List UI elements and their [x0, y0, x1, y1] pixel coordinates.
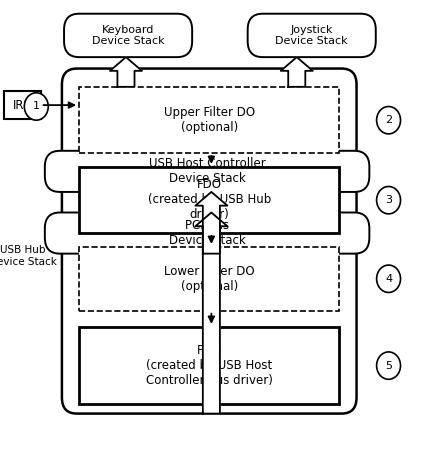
Ellipse shape: [376, 265, 400, 292]
Text: 2: 2: [384, 115, 391, 125]
Text: Lower Filter DO
(optional): Lower Filter DO (optional): [164, 265, 254, 293]
Ellipse shape: [376, 186, 400, 214]
Polygon shape: [195, 213, 227, 254]
Bar: [79, 87, 339, 153]
Text: Upper Filter DO
(optional): Upper Filter DO (optional): [163, 106, 254, 134]
Text: USB Hub
Device Stack: USB Hub Device Stack: [0, 245, 56, 267]
Ellipse shape: [376, 106, 400, 134]
Polygon shape: [280, 57, 312, 87]
Text: Keyboard
Device Stack: Keyboard Device Stack: [92, 25, 164, 46]
FancyBboxPatch shape: [45, 151, 368, 192]
Text: 3: 3: [384, 195, 391, 205]
Polygon shape: [110, 57, 141, 87]
Text: IRP: IRP: [13, 99, 32, 112]
Text: PDO
(created by USB Host
Controller bus driver): PDO (created by USB Host Controller bus …: [145, 344, 272, 387]
Text: 1: 1: [33, 101, 40, 112]
Ellipse shape: [376, 352, 400, 379]
Text: 4: 4: [384, 274, 391, 284]
Polygon shape: [195, 192, 227, 414]
Bar: [79, 327, 339, 404]
Bar: [79, 167, 339, 233]
Bar: [4, 91, 40, 119]
Text: 5: 5: [384, 361, 391, 371]
Text: USB Host Controller
Device Stack: USB Host Controller Device Stack: [148, 157, 265, 186]
FancyBboxPatch shape: [247, 14, 375, 57]
FancyBboxPatch shape: [64, 14, 192, 57]
Bar: [79, 247, 339, 311]
Text: PCI Bus
Device Stack: PCI Bus Device Stack: [168, 219, 245, 247]
Text: FDO
(created by USB Hub
driver): FDO (created by USB Hub driver): [147, 178, 270, 222]
FancyBboxPatch shape: [62, 69, 356, 414]
Ellipse shape: [24, 93, 48, 120]
FancyBboxPatch shape: [45, 213, 368, 254]
Text: Joystick
Device Stack: Joystick Device Stack: [275, 25, 347, 46]
